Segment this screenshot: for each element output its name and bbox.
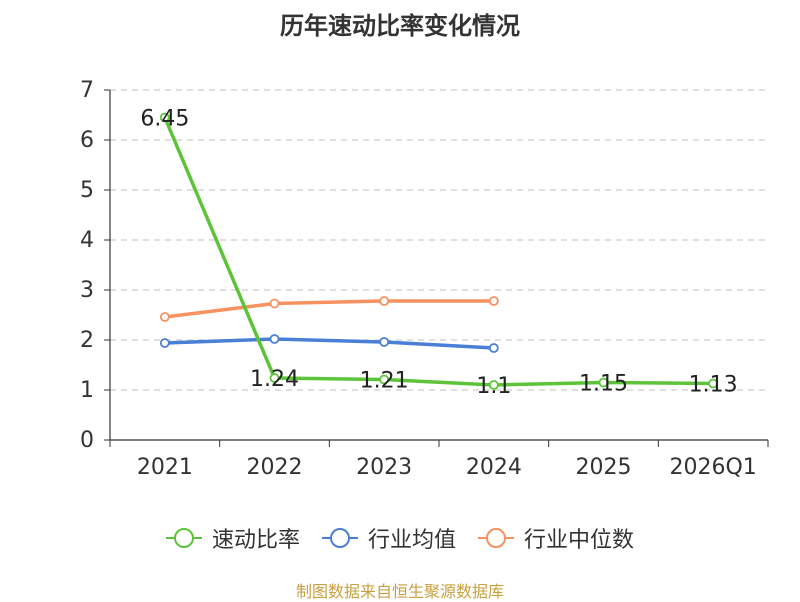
data-point (159, 338, 170, 348)
x-tick-label: 2023 (356, 455, 412, 480)
legend-marker-industry-median (478, 528, 514, 548)
y-tick-label: 1 (80, 378, 94, 403)
data-point (708, 378, 719, 389)
legend-label-quick-ratio: 速动比率 (211, 528, 300, 553)
y-tick-label: 2 (80, 328, 94, 353)
data-point (269, 334, 280, 344)
data-point (488, 343, 499, 353)
legend-label-industry-mean: 行业均值 (367, 528, 456, 553)
data-label: 1.1 (476, 374, 511, 399)
data-label: 1.13 (689, 373, 738, 398)
y-tick-label: 0 (80, 428, 94, 453)
y-tick-label: 4 (80, 228, 94, 253)
data-label: 6.45 (140, 107, 189, 132)
chart-legend: 速动比率 行业均值 行业中位数 (0, 520, 800, 556)
data-point (488, 296, 499, 306)
data-label: 1.24 (250, 367, 299, 392)
legend-marker-quick-ratio (165, 528, 202, 548)
series-line (163, 299, 496, 319)
x-tick-label: 2021 (137, 455, 193, 480)
data-point (598, 377, 609, 388)
x-tick-label: 2026Q1 (670, 455, 757, 480)
y-tick-label: 5 (80, 178, 94, 203)
x-tick-label: 2022 (247, 455, 303, 480)
data-point (379, 337, 390, 347)
series-2 (159, 296, 499, 322)
legend-item-industry-median[interactable]: 行业中位数 (478, 522, 634, 554)
data-point (269, 298, 280, 309)
series-1 (159, 334, 499, 353)
data-point (159, 312, 170, 322)
y-tick-label: 7 (80, 78, 94, 103)
data-label: 1.21 (360, 369, 409, 394)
data-point (159, 112, 170, 123)
chart-title: 历年速动比率变化情况 (280, 12, 520, 40)
legend-item-quick-ratio[interactable]: 速动比率 (165, 522, 300, 554)
data-point (488, 380, 499, 390)
series-line (163, 337, 496, 350)
legend-label-industry-median: 行业中位数 (524, 528, 635, 553)
data-label: 1.15 (579, 372, 628, 397)
legend-marker-industry-mean (321, 528, 358, 548)
data-point (269, 373, 280, 383)
legend-item-industry-mean[interactable]: 行业均值 (321, 522, 456, 554)
data-point (379, 296, 390, 306)
y-tick-label: 6 (80, 128, 94, 153)
series-line (163, 115, 715, 387)
y-tick-label: 3 (80, 278, 94, 303)
series-0: 6.45 1.24 1.21 1.1 1.15 1.13 (140, 107, 737, 400)
data-point (379, 374, 390, 385)
x-tick-label: 2025 (576, 455, 632, 480)
x-tick-label: 2024 (466, 455, 522, 480)
data-source-note: 制图数据来自恒生聚源数据库 (295, 582, 504, 601)
